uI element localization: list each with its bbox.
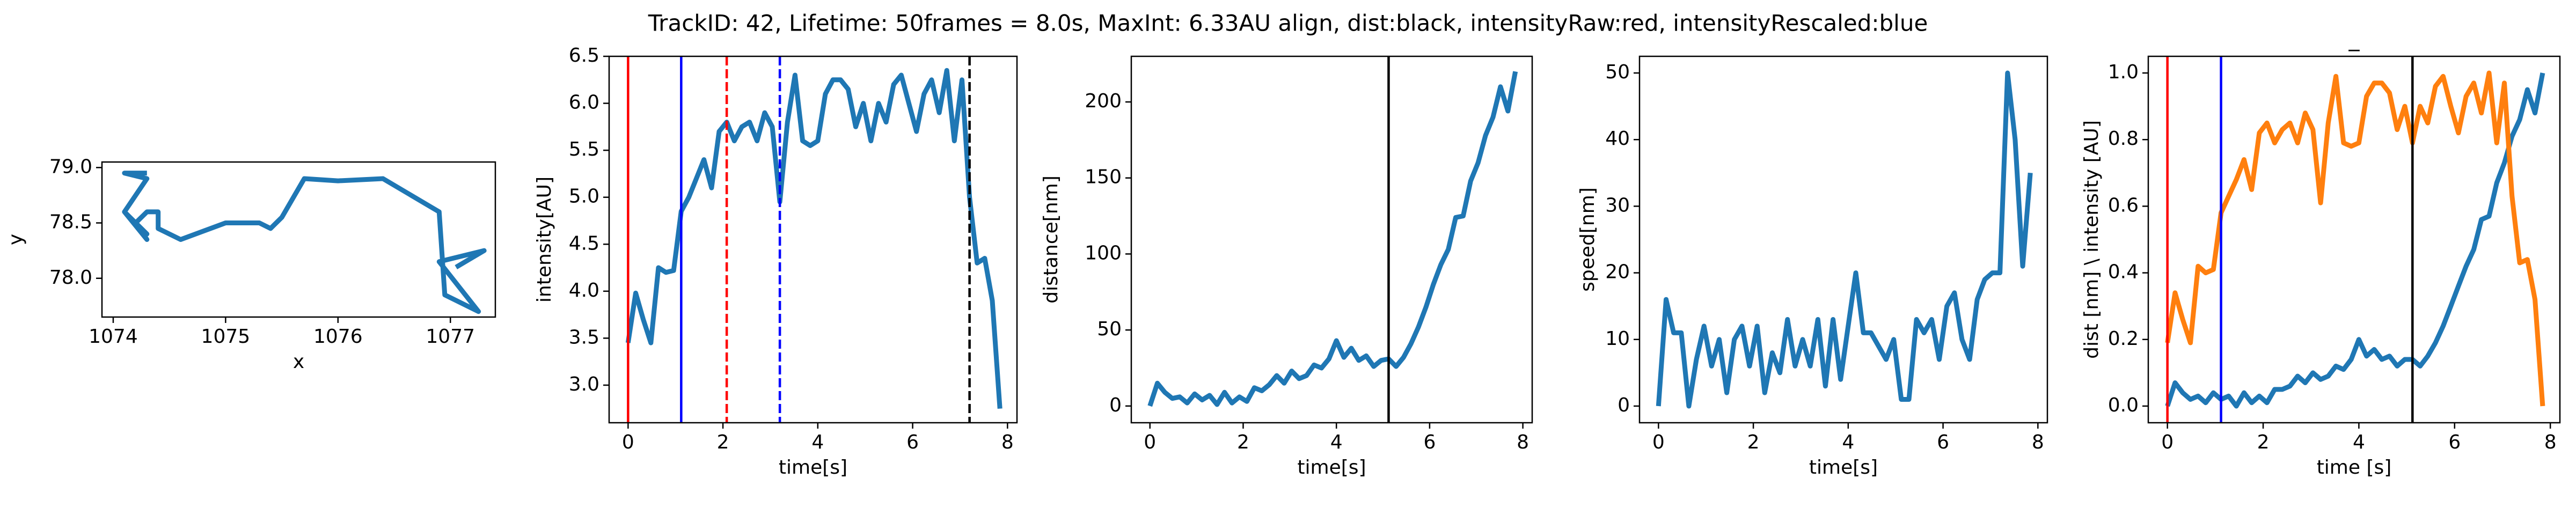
y-tick-label: 0 [1109,394,1122,416]
y-tick-label: 5.5 [569,138,599,160]
y-axis-label: intensity[AU] [533,176,555,303]
x-tick-label: 2 [1747,431,1760,453]
x-tick-label: 0 [1652,431,1665,453]
x-axis-label: time[s] [779,457,847,479]
y-tick-label: 0.6 [2108,194,2139,216]
x-tick-label: 4 [1842,431,1854,453]
x-tick-label: 6 [1423,431,1436,453]
x-tick-label: 1077 [426,326,475,348]
x-axis-label: time[s] [1297,457,1366,479]
y-axis-label: dist [nm] \ intensity [AU] [2081,120,2103,359]
y-axis-label: speed[nm] [1577,187,1599,292]
y-tick-label: 79.0 [49,156,92,178]
y-tick-label: 0.2 [2108,328,2139,350]
y-tick-label: 20 [1605,261,1630,283]
x-axis-label: time [s] [2317,457,2392,479]
data-line [625,68,1002,409]
x-tick-label: 4 [2353,431,2365,453]
x-tick-label: 1074 [89,326,138,348]
y-tick-label: 10 [1605,328,1630,350]
y-tick-label: 78.0 [49,267,92,289]
data-line [122,171,487,314]
x-tick-label: 6 [1937,431,1949,453]
axes-title: _ [2348,27,2360,52]
x-tick-label: 0 [2161,431,2174,453]
x-tick-label: 4 [1330,431,1343,453]
y-tick-label: 30 [1605,194,1630,216]
y-tick-label: 50 [1097,318,1122,340]
y-tick-label: 3.0 [569,373,599,395]
x-tick-label: 2 [1237,431,1249,453]
y-tick-label: 0 [1618,394,1630,416]
axes-frame [1130,55,1533,424]
x-tick-label: 2 [717,431,729,453]
y-tick-label: 0.0 [2108,394,2139,416]
y-tick-label: 6.0 [569,92,599,114]
x-tick-label: 1076 [313,326,363,348]
y-tick-label: 3.5 [569,326,599,348]
y-tick-label: 150 [1085,166,1122,188]
y-tick-label: 6.5 [569,45,599,67]
y-tick-label: 1.0 [2108,61,2139,83]
axes-frame [608,55,1018,424]
x-tick-label: 8 [2544,431,2557,453]
y-tick-label: 50 [1605,61,1630,83]
x-tick-label: 6 [906,431,919,453]
x-tick-label: 4 [811,431,824,453]
y-axis-label: y [5,234,27,245]
x-axis-label: time[s] [1809,457,1878,479]
data-line [2165,72,2545,409]
x-tick-label: 0 [1144,431,1156,453]
figure-title: TrackID: 42, Lifetime: 50frames = 8.0s, … [648,10,1928,36]
y-tick-label: 0.4 [2108,261,2139,283]
axes-frame [2147,55,2561,424]
x-tick-label: 1075 [201,326,251,348]
y-tick-label: 200 [1085,90,1122,112]
x-tick-label: 8 [2032,431,2044,453]
axes-frame [101,161,496,318]
x-tick-label: 6 [2448,431,2461,453]
axes-frame [1638,55,2048,424]
x-tick-label: 8 [1001,431,1014,453]
x-tick-label: 8 [1517,431,1529,453]
data-line [1147,71,1518,407]
y-tick-label: 4.0 [569,279,599,301]
y-tick-label: 40 [1605,128,1630,150]
x-axis-label: x [293,351,304,373]
y-tick-label: 100 [1085,242,1122,264]
y-tick-label: 0.8 [2108,128,2139,150]
y-tick-label: 5.0 [569,186,599,208]
data-line [1656,70,2033,409]
y-axis-label: distance[nm] [1040,175,1062,304]
data-line [2165,70,2545,407]
y-tick-label: 78.5 [49,211,92,233]
x-tick-label: 2 [2257,431,2270,453]
x-tick-label: 0 [622,431,634,453]
y-tick-label: 4.5 [569,232,599,254]
